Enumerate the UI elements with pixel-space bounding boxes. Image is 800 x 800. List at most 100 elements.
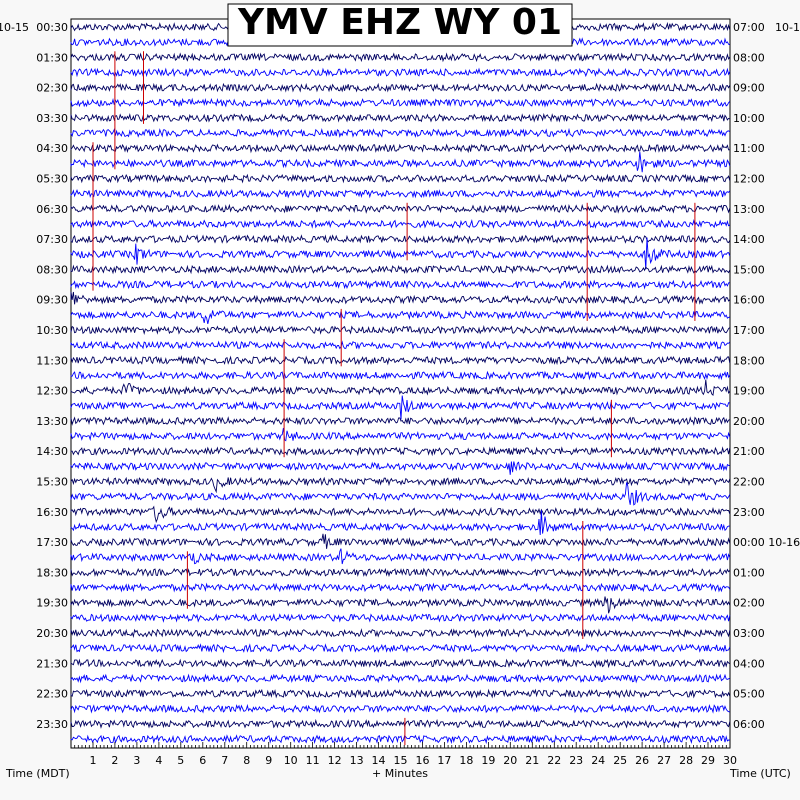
right-time-label: 05:00 — [733, 688, 765, 701]
x-tick-label: 8 — [243, 754, 250, 767]
x-tick-label: 16 — [416, 754, 430, 767]
trace-line — [70, 612, 731, 623]
trace-line — [70, 112, 731, 123]
left-time-label: 10:30 — [36, 324, 68, 337]
trace-line — [70, 67, 731, 78]
x-tick-label: 26 — [635, 754, 649, 767]
right-time-label: 01:00 — [733, 566, 765, 579]
right-time-label: 07:00 — [733, 21, 765, 34]
right-time-label: 17:00 — [733, 324, 765, 337]
trace-line — [70, 264, 731, 275]
left-time-label: 14:30 — [36, 445, 68, 458]
right-time-label: 04:00 — [733, 657, 765, 670]
title-box — [227, 3, 573, 47]
trace-line — [70, 52, 731, 63]
x-axis-title: + Minutes — [372, 767, 428, 780]
left-time-label: 02:30 — [36, 82, 68, 95]
x-axis: 1 2 3 4 5 6 7 8 9 10 11 12 13 14 15 16 17 18 19 20 21 22 23 24 2… — [70, 742, 737, 767]
trace-line — [70, 673, 730, 684]
trace-line — [70, 416, 730, 426]
left-time-label: 22:30 — [36, 688, 68, 701]
x-tick-label: 17 — [437, 754, 451, 767]
trace-line — [70, 218, 731, 229]
x-tick-label: 12 — [328, 754, 342, 767]
x-tick-label: 21 — [525, 754, 539, 767]
trace-group — [70, 21, 731, 745]
trace-line — [70, 395, 730, 420]
x-tick-label: 20 — [503, 754, 517, 767]
x-tick-label: 22 — [547, 754, 561, 767]
right-time-label: 03:00 — [733, 627, 765, 640]
x-tick-label: 24 — [591, 754, 605, 767]
trace-line — [70, 548, 731, 565]
y-axis-left-title: Time (MDT) — [5, 767, 70, 780]
trace-line — [70, 643, 731, 654]
trace-line — [70, 151, 731, 173]
right-time-label: 02:00 — [733, 597, 765, 610]
trace-line — [70, 658, 731, 669]
left-time-label: 11:30 — [36, 354, 68, 367]
left-time-label: 20:30 — [36, 627, 68, 640]
trace-line — [70, 173, 731, 184]
left-time-label: 05:30 — [36, 173, 68, 186]
right-time-label: 08:00 — [733, 51, 765, 64]
right-time-label: 22:00 — [733, 476, 765, 489]
x-tick-label: 30 — [723, 754, 737, 767]
left-time-label: 13:30 — [36, 415, 68, 428]
trace-line — [70, 340, 731, 351]
trace-line — [70, 203, 731, 214]
right-time-label: 15:00 — [733, 263, 765, 276]
trace-line — [70, 143, 730, 154]
left-time-label: 17:30 — [36, 536, 68, 549]
left-time-label: 12:30 — [36, 385, 68, 398]
trace-line — [70, 291, 731, 305]
x-tick-label: 25 — [613, 754, 627, 767]
trace-line — [70, 688, 731, 699]
right-time-label: 00:00 10-16 — [733, 536, 800, 549]
trace-line — [70, 533, 731, 549]
trace-line — [70, 596, 731, 614]
trace-line — [70, 234, 731, 245]
trace-line — [70, 461, 730, 475]
x-tick-label: 4 — [155, 754, 162, 767]
right-time-label: 23:00 — [733, 506, 765, 519]
left-time-label: 01:30 — [36, 51, 68, 64]
trace-line — [70, 476, 731, 494]
x-tick-label: 2 — [111, 754, 118, 767]
right-time-label: 11:00 — [733, 142, 765, 155]
x-tick-label: 19 — [481, 754, 495, 767]
right-time-label: 13:00 — [733, 203, 765, 216]
right-time-label: 16:00 — [733, 294, 765, 307]
trace-line — [70, 325, 731, 335]
trace-line — [70, 510, 730, 536]
trace-line — [70, 427, 731, 442]
right-time-label: 09:00 — [733, 82, 765, 95]
chart-title: YMV EHZ WY 01 — [237, 2, 562, 43]
trace-line — [70, 97, 731, 108]
left-time-label: 07:30 — [36, 233, 68, 246]
trace-line — [70, 628, 731, 639]
x-tick-label: 18 — [459, 754, 473, 767]
x-tick-label: 29 — [701, 754, 715, 767]
trace-line — [70, 370, 731, 381]
left-time-label: 21:30 — [36, 657, 68, 670]
left-time-label: 03:30 — [36, 112, 68, 125]
left-time-label: 16:30 — [36, 506, 68, 519]
x-tick-label: 1 — [90, 754, 97, 767]
trace-line — [70, 703, 730, 714]
x-tick-label: 13 — [350, 754, 364, 767]
trace-line — [70, 355, 731, 366]
trace-line — [70, 567, 731, 578]
left-time-label: 04:30 — [36, 142, 68, 155]
x-tick-label: 15 — [394, 754, 408, 767]
left-time-label: 09:30 — [36, 294, 68, 307]
left-time-label: 00:30 — [36, 21, 68, 34]
trace-line — [70, 82, 731, 93]
trace-line — [70, 582, 731, 593]
date-left-label: 10-15 — [0, 21, 29, 34]
x-tick-label: 27 — [657, 754, 671, 767]
x-tick-label: 3 — [133, 754, 140, 767]
left-time-label: 18:30 — [36, 566, 68, 579]
